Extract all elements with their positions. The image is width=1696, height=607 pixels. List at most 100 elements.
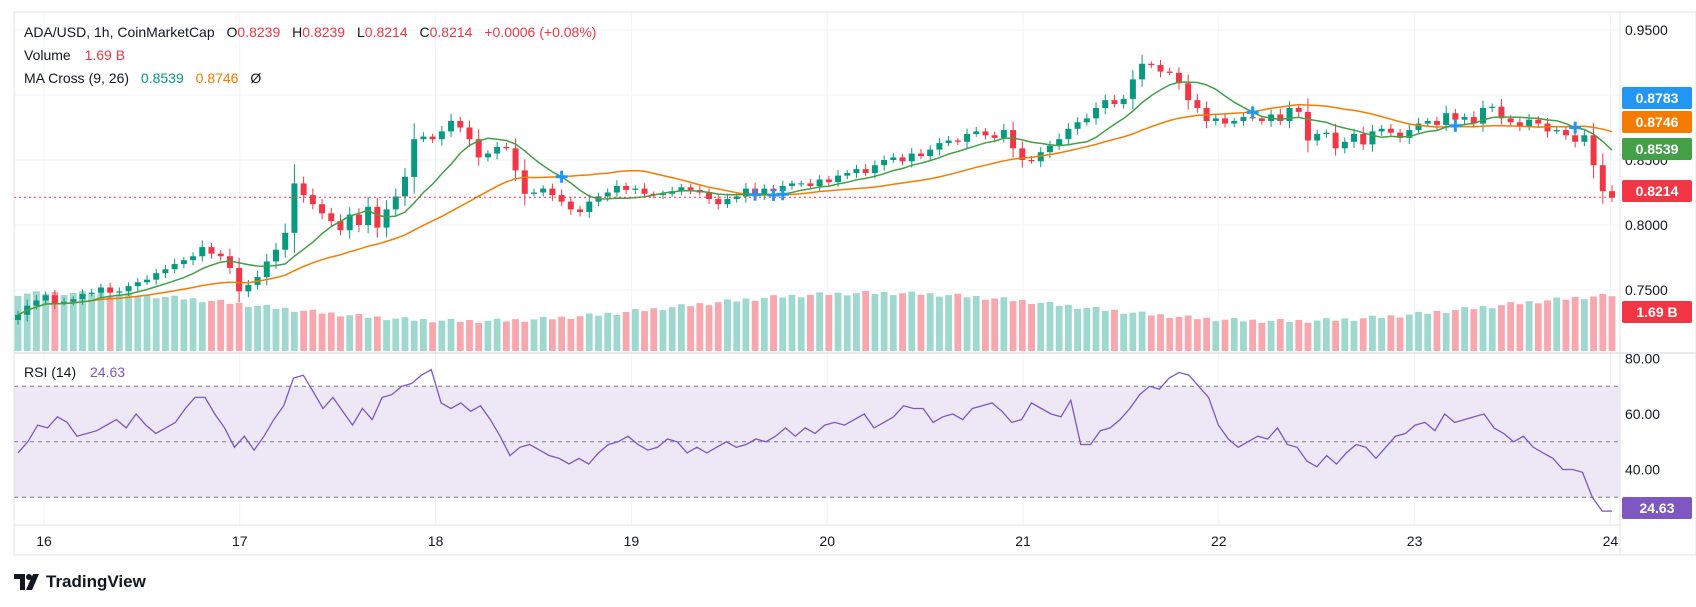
volume-bar: [1387, 315, 1395, 351]
volume-bar: [410, 320, 418, 351]
label-background: [1622, 180, 1692, 202]
volume-bar: [724, 299, 731, 351]
volume-bar: [539, 316, 547, 351]
volume-bar: [567, 319, 575, 351]
candle-body: [466, 127, 473, 140]
candle-body: [761, 188, 768, 196]
rsi-tick-label: 80.00: [1625, 351, 1660, 367]
volume-bar: [33, 291, 40, 351]
volume-bar: [1295, 319, 1303, 351]
candle-body: [1332, 132, 1339, 149]
candle-body: [355, 214, 362, 226]
volume-bar: [1184, 315, 1192, 351]
candle-body: [742, 188, 749, 197]
candle-body: [521, 170, 528, 194]
candle-body: [153, 273, 160, 280]
candle-body: [936, 143, 943, 150]
volume-bar: [1230, 318, 1238, 351]
volume-bar: [1488, 308, 1496, 351]
volume-bar: [604, 312, 612, 351]
candle-body: [706, 192, 713, 200]
volume-bar: [908, 291, 916, 351]
volume-bar: [364, 317, 372, 351]
volume-bar: [484, 320, 492, 351]
candle-body: [1599, 165, 1606, 192]
candle-body: [899, 157, 906, 162]
candle-body: [835, 175, 842, 183]
time-tick-label: 19: [624, 533, 640, 549]
volume-bar: [521, 321, 529, 351]
volume-bar: [1249, 319, 1257, 351]
volume-bar: [530, 319, 538, 351]
close-value: 0.8214: [429, 24, 473, 40]
volume-bar: [1028, 303, 1035, 351]
candle-body: [807, 183, 814, 187]
ma-cross-marker: [776, 188, 789, 201]
volume-bar: [880, 292, 888, 351]
candle-body: [641, 188, 648, 194]
price-label-tag: 0.8746: [1622, 111, 1692, 133]
candle-body: [171, 264, 178, 270]
volume-bar: [1147, 315, 1155, 351]
candle-body: [33, 300, 40, 306]
low-value: 0.8214: [364, 24, 408, 40]
candle-body: [530, 192, 537, 194]
high-label: H: [292, 24, 303, 40]
candle-body: [1461, 117, 1468, 120]
volume-bar: [456, 321, 464, 351]
open-label: O: [226, 24, 238, 40]
ma-cross-marker: [1246, 106, 1259, 119]
volume-bar: [1599, 293, 1607, 351]
candle-body: [208, 247, 215, 254]
cross-horizontal: [749, 193, 762, 197]
volume-bar: [806, 294, 814, 351]
volume-bar: [263, 304, 271, 351]
volume-bar: [1553, 297, 1561, 351]
close-label: C: [419, 24, 430, 40]
candle-body: [1019, 148, 1026, 161]
candle-body: [964, 133, 971, 142]
volume-bar: [1120, 313, 1128, 351]
volume-bar: [641, 311, 648, 351]
volume-bar: [447, 318, 455, 351]
candle-body: [917, 153, 924, 157]
candle-body: [1314, 133, 1321, 141]
volume-bar: [779, 297, 787, 351]
volume-bar: [1322, 318, 1330, 351]
volume-bar: [825, 294, 833, 351]
candle-body: [1470, 117, 1477, 124]
label-text: 0.8783: [1636, 90, 1679, 106]
candle-body: [1074, 122, 1081, 129]
candle-body: [291, 183, 298, 233]
candle-body: [1516, 122, 1523, 127]
volume-bar: [659, 310, 667, 351]
brand-name: TradingView: [46, 572, 146, 591]
volume-bar: [963, 297, 971, 351]
volume-bar: [1341, 318, 1349, 351]
tradingview-brand[interactable]: TradingView: [14, 572, 146, 592]
candle-body: [15, 314, 21, 320]
candle-body: [1129, 79, 1136, 99]
candle-body: [217, 253, 224, 257]
volume-bar: [254, 305, 261, 351]
volume-bar: [1221, 319, 1229, 351]
ma-slow-line: [17, 103, 1613, 316]
candle-body: [816, 179, 823, 187]
candle-body: [1378, 128, 1385, 132]
candle-body: [448, 120, 455, 132]
label-background: [1622, 111, 1692, 133]
volume-bar: [346, 315, 354, 351]
candle-body: [1102, 100, 1109, 108]
volume-bar: [97, 292, 105, 351]
candle-body: [1369, 131, 1376, 145]
candle-body: [1185, 83, 1192, 101]
volume-bar: [1018, 300, 1026, 351]
price-tick-label: 0.7500: [1625, 282, 1668, 298]
volume-bar: [392, 318, 400, 351]
volume-bar: [373, 316, 381, 351]
candle-body: [1286, 107, 1293, 121]
candle-body: [494, 146, 501, 154]
candle-body: [1258, 118, 1265, 121]
candle-body: [733, 196, 740, 200]
